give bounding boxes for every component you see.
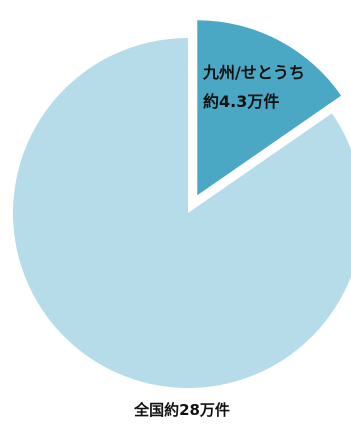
slice-label-line-1: 九州/せとうち xyxy=(202,63,305,82)
pie-slice-rest-of-japan xyxy=(13,38,351,388)
pie-slice-kyushu-setouchi xyxy=(197,20,342,196)
total-label: 全国約28万件 xyxy=(133,401,230,419)
slice-label-line-2: 約4.3万件 xyxy=(203,92,279,111)
